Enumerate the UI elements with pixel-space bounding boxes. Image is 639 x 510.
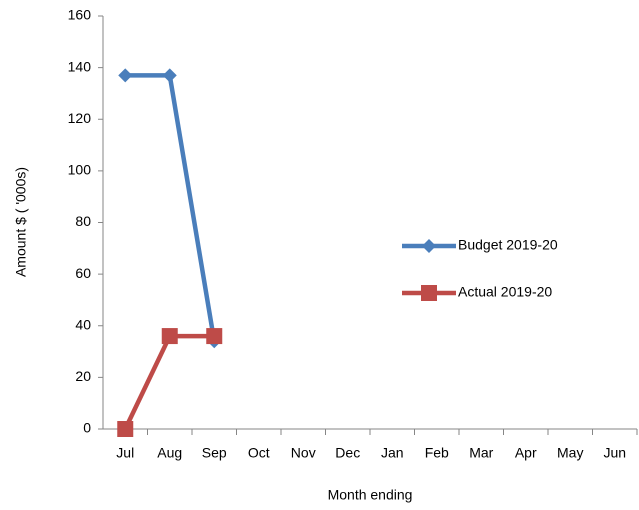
x-tick-label: Aug: [157, 445, 182, 461]
point: [206, 328, 223, 345]
point: [162, 68, 177, 83]
legend-marker: [421, 285, 437, 301]
series-line: [123, 333, 215, 430]
x-tick-label: May: [557, 445, 583, 461]
y-tick-label: 100: [68, 162, 92, 178]
x-tick-label: Jan: [381, 445, 404, 461]
y-axis-label: Amount $ ( '000s): [13, 167, 29, 277]
y-tick-label: 140: [68, 58, 92, 74]
x-tick-label: Apr: [515, 445, 537, 461]
x-tick-label: Oct: [248, 445, 270, 461]
x-tick-label: Nov: [291, 445, 316, 461]
y-tick-label: 160: [68, 7, 92, 23]
x-tick-label: Jul: [116, 445, 134, 461]
x-axis-label: Month ending: [328, 487, 413, 503]
point: [118, 68, 133, 83]
x-tick-label: Feb: [425, 445, 449, 461]
x-tick-label: Dec: [335, 445, 360, 461]
legend-marker: [422, 239, 436, 253]
x-tick-label: Jun: [603, 445, 626, 461]
y-tick-label: 120: [68, 110, 92, 126]
y-tick-label: 0: [83, 420, 91, 436]
legend-label: Budget 2019-20: [458, 237, 558, 253]
x-tick-label: Mar: [469, 445, 493, 461]
point: [161, 328, 178, 345]
series-line: [125, 73, 217, 342]
y-tick-label: 20: [75, 368, 91, 384]
y-tick-label: 80: [75, 213, 91, 229]
x-tick-label: Sep: [202, 445, 227, 461]
point: [117, 421, 134, 437]
y-tick-label: 60: [75, 265, 91, 281]
y-tick-label: 40: [75, 316, 91, 332]
legend-label: Actual 2019-20: [458, 284, 552, 300]
